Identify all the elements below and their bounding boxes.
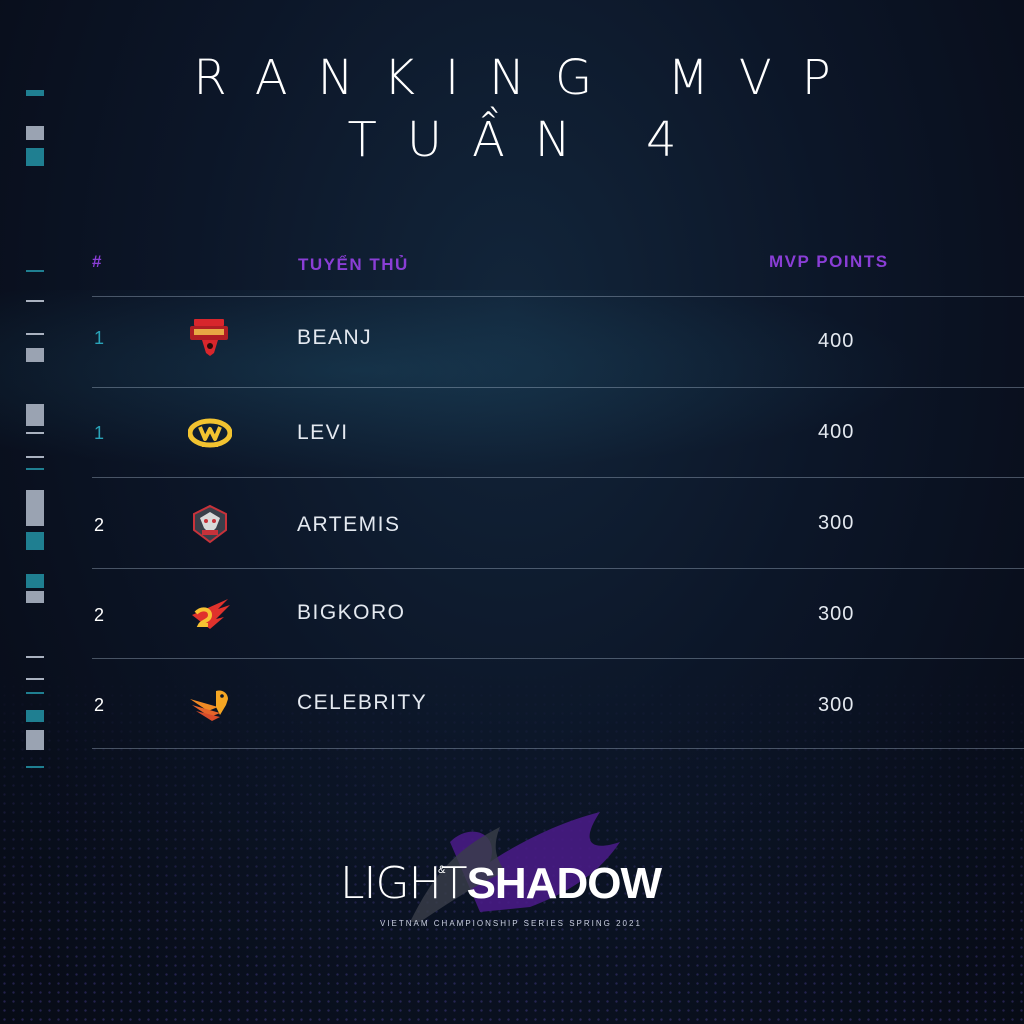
table-row: 2 ARTEMIS 300 — [0, 478, 1024, 568]
rank-value: 2 — [94, 515, 105, 535]
column-header-player: TUYỂN THỦ — [298, 255, 409, 274]
row-divider — [92, 387, 1024, 388]
mvp-points: 300 — [818, 694, 855, 716]
brand-subtitle: VIETNAM CHAMPIONSHIP SERIES SPRING 2021 — [380, 919, 642, 928]
table-row: 1 LEVI 400 — [0, 388, 1024, 478]
player-name: ARTEMIS — [297, 513, 401, 536]
rank-value: 1 — [94, 328, 105, 348]
cerberus-esports-logo-icon — [188, 685, 232, 725]
column-header-rank: # — [92, 252, 103, 271]
decorative-sidebar — [26, 88, 46, 778]
team-secret-logo-icon — [188, 595, 232, 635]
player-name: BEANJ — [297, 326, 373, 349]
rank-value: 1 — [94, 423, 105, 443]
table-row: 1 BEANJ 400 — [0, 297, 1024, 387]
player-name: CELEBRITY — [297, 691, 428, 714]
column-header-points: MVP POINTS — [769, 252, 889, 271]
mvp-points: 300 — [818, 512, 855, 534]
title-line-1: RANKING MVP — [193, 50, 861, 106]
gam-esports-logo-icon — [187, 413, 233, 453]
brand-wordmark: LIGHTSHADOW — [340, 858, 662, 909]
table-row: 2 BIGKORO 300 — [0, 569, 1024, 659]
brand-ampersand: & — [438, 864, 446, 876]
saigon-buffalo-logo-icon — [188, 317, 232, 357]
row-divider — [92, 477, 1024, 478]
mvp-points: 300 — [818, 603, 855, 625]
row-divider — [92, 748, 1024, 749]
row-divider — [92, 296, 1024, 297]
player-name: BIGKORO — [297, 601, 406, 624]
mvp-points: 400 — [818, 330, 855, 352]
background-glow — [0, 290, 1024, 490]
light-and-shadow-logo: LIGHTSHADOW & VIETNAM CHAMPIONSHIP SERIE… — [330, 812, 690, 942]
player-name: LEVI — [297, 421, 349, 444]
dragon-emblem-icon — [410, 812, 620, 922]
brand-light-text: LIGHT — [340, 858, 468, 909]
row-divider — [92, 568, 1024, 569]
table-row: 2 CELEBRITY 300 — [0, 659, 1024, 749]
rank-value: 2 — [94, 605, 105, 625]
dot-pattern-background — [0, 664, 1024, 1024]
brand-shadow-text: SHADOW — [466, 859, 662, 908]
rank-value: 2 — [94, 695, 105, 715]
page-title: RANKING MVP TUẦN 4 — [0, 48, 1024, 170]
title-line-2: TUẦN 4 — [347, 112, 707, 168]
row-divider — [92, 658, 1024, 659]
team-flash-logo-icon — [188, 504, 232, 544]
mvp-points: 400 — [818, 421, 855, 443]
